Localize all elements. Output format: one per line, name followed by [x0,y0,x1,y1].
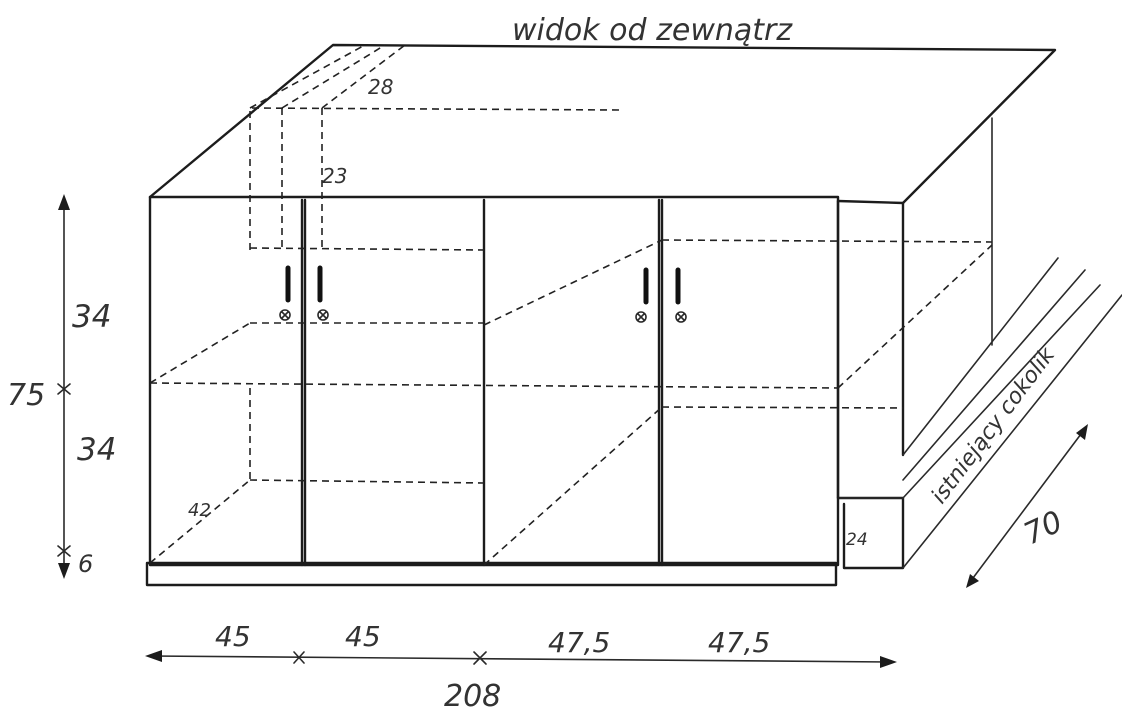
dim-label-inner-height: 23 [322,164,347,188]
dim-label-bottom-d: 47,5 [708,626,770,659]
dim-label-bottom-c: 47,5 [548,626,610,659]
dim-label-total: 75 [7,378,45,413]
cabinet-top [148,43,1057,205]
width-dimension: 45 45 47,5 47,5 208 [145,620,897,714]
lock-icon [635,311,647,323]
lock-icon [317,309,329,321]
cabinet-front [145,195,840,587]
dim-label-plinth: 24 [846,530,868,550]
plinth-label: istniejący cokolik [927,342,1061,508]
dim-label-base: 6 [78,550,93,578]
cabinet-right-side [836,117,1086,500]
hidden-lines [149,44,993,566]
dim-label-shelf-depth: 42 [188,500,211,521]
existing-plinth [836,284,1122,570]
dim-label-upper: 34 [72,299,111,335]
dim-label-lower: 34 [77,432,116,468]
dim-label-bottom-b: 45 [345,620,381,653]
dim-label-depth-top: 28 [368,75,393,99]
height-dimension: 34 75 34 6 [7,194,116,579]
sketch-title: widok od zewnątrz [512,13,793,48]
cabinet-doors [300,198,664,567]
dim-label-bottom-a: 45 [215,620,251,653]
lock-icon [675,311,687,323]
lock-icon [279,309,291,321]
dim-label-side-depth: 70 [1019,504,1068,552]
dim-label-bottom-total: 208 [444,679,501,714]
door-handles [279,265,687,323]
